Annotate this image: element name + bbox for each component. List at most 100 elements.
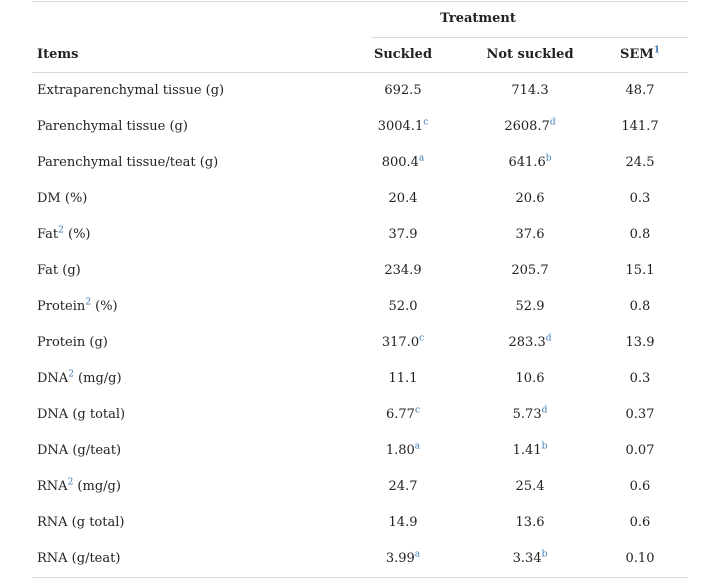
row-label: Parenchymal tissue/teat (g): [37, 154, 218, 172]
suckled-value-text: 3.99: [385, 551, 415, 566]
suckled-value-superscript: a: [414, 549, 421, 560]
row-label-text: DNA: [37, 371, 69, 386]
suckled-value: 692.5: [384, 82, 421, 100]
not-suckled-value: 37.6: [516, 226, 545, 244]
sem-value: 0.07: [626, 442, 655, 460]
not-suckled-value: 52.9: [516, 298, 545, 316]
sem-value: 0.8: [630, 298, 651, 316]
row-label-unit: (mg/g): [73, 479, 121, 494]
not-suckled-value: 5.73d: [513, 406, 548, 424]
suckled-value-text: 1.80: [385, 443, 415, 458]
not-suckled-value-text: 10.6: [515, 371, 545, 386]
sem-value: 0.37: [626, 406, 655, 424]
suckled-value: 37.9: [389, 226, 418, 244]
suckled-value: 234.9: [384, 262, 421, 280]
sem-value-text: 0.8: [629, 299, 651, 314]
row-label: Protein2 (%): [37, 298, 118, 316]
sem-header: SEM1: [620, 46, 660, 64]
top-rule: [32, 1, 688, 2]
row-label: DNA (g/teat): [37, 442, 121, 460]
suckled-value-text: 24.7: [388, 479, 418, 494]
not-suckled-value-superscript: b: [541, 441, 548, 452]
sem-value: 0.6: [630, 478, 651, 496]
not-suckled-value-text: 3.34: [512, 551, 542, 566]
sem-value: 0.3: [630, 370, 651, 388]
sem-value-text: 24.5: [625, 155, 655, 170]
sem-value: 0.8: [630, 226, 651, 244]
sem-value-text: 15.1: [625, 263, 655, 278]
bottom-rule: [32, 577, 688, 578]
sem-value-text: 0.6: [629, 515, 651, 530]
suckled-value-text: 3004.1: [377, 119, 424, 134]
not-suckled-value-superscript: b: [545, 153, 552, 164]
row-label: Protein (g): [37, 334, 108, 352]
sem-value: 48.7: [626, 82, 655, 100]
not-suckled-value-text: 1.41: [512, 443, 542, 458]
sem-value-text: 48.7: [625, 83, 655, 98]
suckled-value-text: 52.0: [388, 299, 418, 314]
sem-value-text: 0.07: [625, 443, 655, 458]
not-suckled-value-text: 5.73: [512, 407, 542, 422]
sem-value: 0.6: [630, 514, 651, 532]
not-suckled-value-superscript: d: [545, 333, 552, 344]
row-label-unit: (mg/g): [73, 371, 122, 386]
suckled-value-superscript: c: [414, 405, 420, 416]
suckled-value: 3.99a: [386, 550, 420, 568]
not-suckled-value: 10.6: [516, 370, 545, 388]
sem-footnote-marker: 1: [653, 45, 660, 56]
sem-value: 15.1: [626, 262, 655, 280]
suckled-header: Suckled: [373, 47, 433, 62]
row-label-footnote: 2: [58, 225, 64, 236]
row-label-text: RNA (g/teat): [37, 551, 121, 566]
sem-value-text: 0.3: [629, 191, 651, 206]
sem-value: 141.7: [621, 118, 658, 136]
row-label-text: Parenchymal tissue/teat (g): [37, 155, 219, 170]
suckled-value: 52.0: [389, 298, 418, 316]
suckled-value: 1.80a: [386, 442, 420, 460]
not-suckled-value: 3.34b: [513, 550, 548, 568]
not-suckled-value-superscript: b: [541, 549, 548, 560]
row-label-text: RNA (g total): [37, 515, 125, 530]
suckled-value-text: 317.0: [381, 335, 420, 350]
suckled-value: 24.7: [389, 478, 418, 496]
suckled-value-text: 14.9: [388, 515, 418, 530]
sem-header-label: SEM: [620, 47, 654, 62]
sem-value: 0.10: [626, 550, 655, 568]
suckled-value: 14.9: [389, 514, 418, 532]
treatment-rule: [372, 37, 688, 38]
row-label-text: Fat (g): [37, 263, 81, 278]
suckled-value-superscript: c: [419, 333, 425, 344]
row-label: DM (%): [37, 190, 87, 208]
sem-value-text: 141.7: [621, 119, 659, 134]
not-suckled-value-superscript: d: [549, 117, 556, 128]
items-header: Items: [37, 47, 79, 62]
suckled-value: 3004.1c: [378, 118, 429, 136]
row-label: DNA2 (mg/g): [37, 370, 122, 388]
suckled-value-text: 20.4: [388, 191, 418, 206]
row-label: RNA (g/teat): [37, 550, 120, 568]
not-suckled-value: 2608.7d: [504, 118, 555, 136]
sem-value-text: 0.8: [629, 227, 651, 242]
sem-value-text: 0.37: [625, 407, 655, 422]
row-label: Fat (g): [37, 262, 81, 280]
suckled-value-text: 692.5: [384, 83, 422, 98]
suckled-value: 20.4: [389, 190, 418, 208]
row-label: Extraparenchymal tissue (g): [37, 82, 224, 100]
suckled-value: 11.1: [389, 370, 418, 388]
not-suckled-header: Not suckled: [486, 47, 574, 62]
row-label-text: Parenchymal tissue (g): [37, 119, 188, 134]
suckled-value-superscript: c: [423, 117, 429, 128]
not-suckled-value-text: 37.6: [515, 227, 545, 242]
sem-value-text: 13.9: [625, 335, 655, 350]
suckled-value-superscript: a: [418, 153, 425, 164]
not-suckled-value-text: 52.9: [515, 299, 545, 314]
sem-value: 0.3: [630, 190, 651, 208]
row-label-text: Protein (g): [37, 335, 108, 350]
row-label-text: Extraparenchymal tissue (g): [37, 83, 225, 98]
suckled-value-text: 234.9: [384, 263, 422, 278]
not-suckled-value: 205.7: [511, 262, 548, 280]
not-suckled-value: 641.6b: [509, 154, 552, 172]
not-suckled-value-text: 205.7: [511, 263, 549, 278]
suckled-value: 6.77c: [386, 406, 420, 424]
suckled-value-text: 37.9: [388, 227, 418, 242]
